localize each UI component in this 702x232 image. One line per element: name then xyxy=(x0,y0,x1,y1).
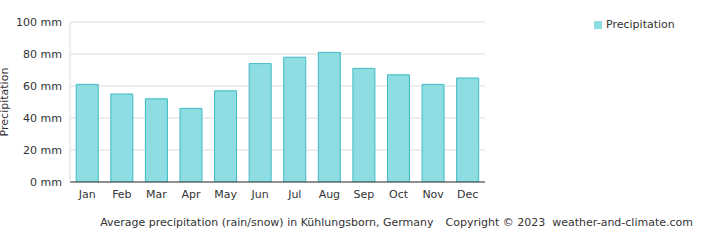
svg-text:Aug: Aug xyxy=(319,188,340,201)
svg-text:20 mm: 20 mm xyxy=(23,144,62,157)
svg-text:May: May xyxy=(214,188,237,201)
html-text:Average precipitation (rain/sn: Average precipitation (rain/snow) in Küh… xyxy=(100,216,434,229)
svg-text:Sep: Sep xyxy=(354,188,375,201)
svg-text:Dec: Dec xyxy=(457,188,478,201)
svg-text:Precipitation: Precipitation xyxy=(8,68,11,137)
svg-text:Jul: Jul xyxy=(287,188,301,201)
svg-text:Oct: Oct xyxy=(389,188,409,201)
svg-text:80 mm: 80 mm xyxy=(23,48,62,61)
svg-text:Mar: Mar xyxy=(146,188,167,201)
svg-text:Apr: Apr xyxy=(182,188,202,201)
svg-text:Feb: Feb xyxy=(112,188,131,201)
svg-text:Nov: Nov xyxy=(422,188,444,201)
html-text:Precipitation: Precipitation xyxy=(606,18,675,31)
html-text:Copyright © 2023 weather-and-c: Copyright © 2023 weather-and-climate.com xyxy=(445,216,693,229)
svg-text:Jan: Jan xyxy=(78,188,96,201)
svg-text:100 mm: 100 mm xyxy=(16,16,62,29)
svg-text:0 mm: 0 mm xyxy=(30,176,62,189)
svg-text:40 mm: 40 mm xyxy=(23,112,62,125)
svg-text:Jun: Jun xyxy=(251,188,269,201)
svg-text:60 mm: 60 mm xyxy=(23,80,62,93)
